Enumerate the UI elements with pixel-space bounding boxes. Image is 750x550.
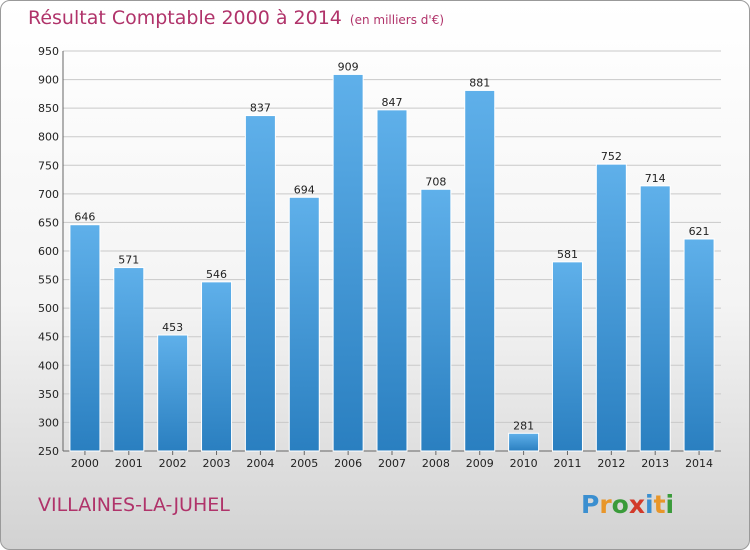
y-tick-label: 600 (38, 245, 59, 258)
data-label: 708 (425, 175, 446, 188)
bar (464, 89, 496, 452)
x-tick-label: 2012 (597, 457, 625, 470)
y-tick-label: 350 (38, 388, 59, 401)
x-tick-label: 2000 (71, 457, 99, 470)
bar (551, 261, 583, 452)
chart-title-main: Résultat Comptable 2000 à 2014 (28, 7, 342, 29)
y-tick-label: 850 (38, 102, 59, 115)
location-label: VILLAINES-LA-JUHEL (38, 494, 230, 516)
data-label: 837 (250, 102, 271, 115)
bar (69, 224, 101, 452)
y-tick-label: 700 (38, 188, 59, 201)
bar (332, 73, 364, 452)
data-label: 453 (162, 321, 183, 334)
x-tick-label: 2004 (246, 457, 274, 470)
x-tick-label: 2014 (685, 457, 713, 470)
bar (595, 163, 627, 452)
x-tick-label: 2009 (466, 457, 494, 470)
bar (201, 281, 233, 452)
x-tick-label: 2005 (290, 457, 318, 470)
bar (288, 196, 320, 452)
data-label: 714 (645, 172, 666, 185)
data-label: 752 (601, 150, 622, 163)
proxiti-logo: Proxiti (581, 490, 675, 519)
bar (157, 334, 189, 452)
y-tick-label: 250 (38, 445, 59, 458)
data-label: 646 (74, 211, 95, 224)
x-tick-label: 2008 (422, 457, 450, 470)
x-tick-label: 2010 (510, 457, 538, 470)
data-label: 881 (469, 76, 490, 89)
x-tick-label: 2013 (641, 457, 669, 470)
x-tick-label: 2002 (159, 457, 187, 470)
data-label: 694 (294, 183, 315, 196)
data-label: 847 (382, 96, 403, 109)
y-tick-label: 450 (38, 331, 59, 344)
y-tick-label: 550 (38, 274, 59, 287)
y-tick-label: 300 (38, 416, 59, 429)
y-tick-label: 800 (38, 131, 59, 144)
bar (113, 267, 145, 452)
y-tick-label: 650 (38, 216, 59, 229)
y-tick-label: 950 (38, 45, 59, 58)
data-label: 546 (206, 268, 227, 281)
data-label: 281 (513, 419, 534, 432)
data-label: 581 (557, 248, 578, 261)
data-label: 571 (118, 254, 139, 267)
bar (420, 188, 452, 452)
bar (244, 115, 276, 452)
y-tick-label: 500 (38, 302, 59, 315)
bar (376, 109, 408, 452)
x-tick-label: 2011 (553, 457, 581, 470)
y-tick-label: 750 (38, 159, 59, 172)
bar (639, 185, 671, 452)
bar (508, 432, 540, 452)
x-tick-label: 2006 (334, 457, 362, 470)
data-label: 909 (338, 60, 359, 73)
x-tick-label: 2003 (203, 457, 231, 470)
y-tick-label: 900 (38, 74, 59, 87)
x-tick-label: 2001 (115, 457, 143, 470)
bar (683, 238, 715, 452)
chart-title-unit: (en milliers d'€) (349, 13, 445, 27)
y-tick-label: 400 (38, 359, 59, 372)
chart-title: Résultat Comptable 2000 à 2014 (en millie… (28, 7, 444, 29)
x-tick-label: 2007 (378, 457, 406, 470)
data-label: 621 (689, 225, 710, 238)
